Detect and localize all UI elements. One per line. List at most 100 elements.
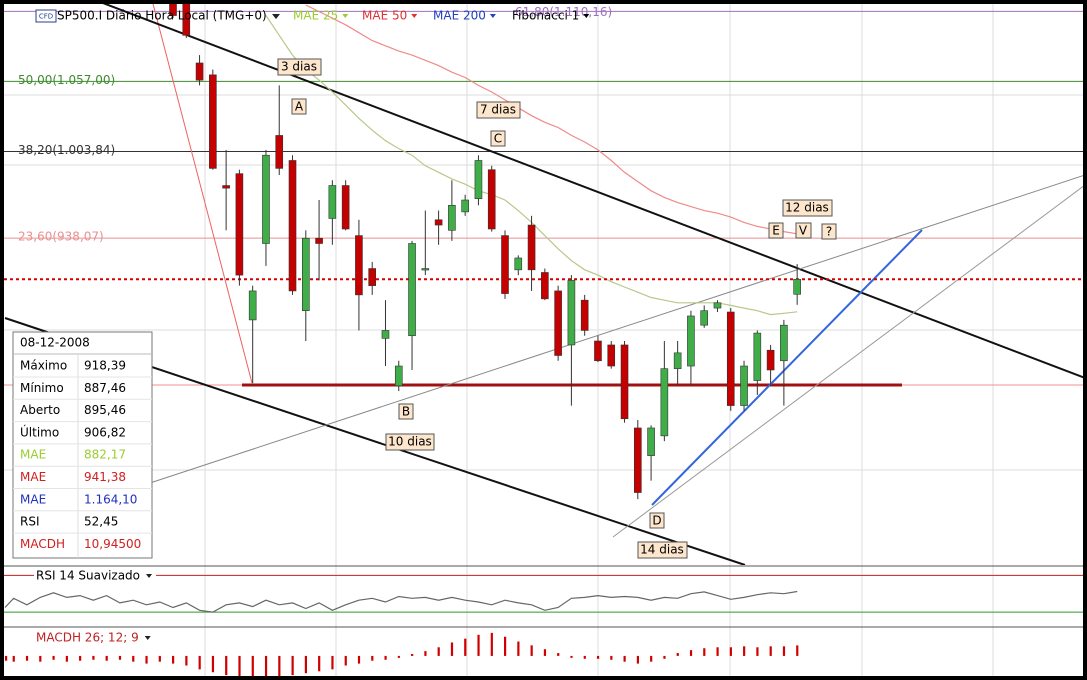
- candle-body: [527, 224, 536, 271]
- candle-body: [580, 299, 589, 331]
- panel-title[interactable]: RSI 14 Suavizado: [36, 569, 140, 583]
- macd-bar: [437, 647, 440, 656]
- annotations: 3 dias A 7 dias C 12 dias E V ? B 10 dia…: [277, 58, 837, 559]
- info-value: 895,46: [84, 403, 126, 417]
- annotation: 7 dias: [480, 103, 516, 117]
- info-value: 882,17: [84, 448, 126, 462]
- dropdown-arrow[interactable]: [342, 14, 349, 18]
- annotation-box: [385, 433, 435, 451]
- macd-bar: [52, 655, 55, 660]
- info-box: [12, 331, 153, 559]
- info-label: MACDH: [20, 537, 65, 551]
- macd-bar: [251, 655, 254, 678]
- dropdown-arrow[interactable]: [144, 636, 151, 640]
- candle-body: [607, 344, 616, 367]
- candle-body: [182, 4, 191, 36]
- info-date: 08-12-2008: [20, 336, 90, 350]
- candle-body: [421, 268, 430, 271]
- macd-bar: [530, 645, 533, 656]
- annotation: 3 dias: [281, 60, 317, 74]
- macd-bar: [424, 651, 427, 656]
- candle-body: [594, 340, 602, 362]
- macd-bar: [25, 655, 29, 661]
- candle-body: [461, 199, 469, 213]
- macd-bar: [304, 655, 307, 674]
- fib-label: 23,60(938,07): [18, 230, 104, 244]
- dropdown-arrow[interactable]: [272, 14, 280, 19]
- dropdown-arrow[interactable]: [583, 14, 590, 18]
- macd-bar: [477, 634, 480, 656]
- macd-bar: [650, 655, 653, 662]
- candle-body: [368, 268, 377, 286]
- macd-bar: [623, 655, 626, 662]
- macd-bar: [65, 655, 68, 662]
- candle-body: [408, 243, 416, 337]
- annotation: C: [494, 132, 502, 146]
- macd-bar: [769, 646, 772, 656]
- annotation: ?: [826, 225, 832, 239]
- annotation: D: [652, 514, 661, 528]
- macd-bar: [716, 647, 719, 656]
- legend-entry[interactable]: MAE 25: [293, 9, 338, 23]
- candle-body: [633, 427, 642, 493]
- info-label: MAE: [20, 470, 46, 484]
- candle-body: [726, 311, 735, 406]
- annotation: E: [772, 224, 780, 238]
- candle-body: [355, 235, 363, 296]
- info-value: 906,82: [84, 425, 126, 439]
- legend-entry[interactable]: Fibonacci 1: [512, 9, 579, 23]
- info-label: MAE: [20, 448, 46, 462]
- candle-body: [381, 330, 390, 339]
- legend-entry[interactable]: MAE 50: [362, 9, 407, 23]
- annotation-box: [795, 222, 812, 239]
- macd-bar: [264, 655, 268, 678]
- trend-line: [152, 4, 253, 384]
- candle-body: [567, 280, 576, 346]
- annotation-box: [291, 98, 307, 115]
- macd-bar: [570, 655, 573, 658]
- candle-body: [209, 74, 217, 169]
- candle-body: [740, 365, 748, 406]
- badge-text: CFD: [39, 13, 53, 21]
- candle-body: [780, 324, 788, 362]
- macd-bar: [464, 638, 467, 656]
- candle-body: [434, 219, 443, 226]
- macd-bar: [450, 642, 454, 656]
- dropdown-arrow[interactable]: [489, 14, 496, 18]
- candle-body: [620, 344, 629, 420]
- info-value: 941,38: [84, 470, 126, 484]
- candle-body: [288, 160, 297, 292]
- chart-title[interactable]: SP500.I Diário Hora Local (TMG+0): [57, 9, 267, 23]
- info-label: RSI: [20, 515, 40, 529]
- annotation: A: [295, 100, 304, 114]
- candle-body: [474, 160, 483, 199]
- macd-bar: [5, 655, 8, 661]
- info-panel: 08-12-2008 Máximo 918,39 Mínimo 887,46 Abert…: [12, 331, 153, 559]
- macd-bar: [145, 655, 148, 664]
- macd-bar: [796, 645, 799, 656]
- macd-bar: [211, 655, 215, 673]
- annotation-box: [782, 199, 833, 217]
- annotation: V: [799, 224, 808, 238]
- legend-entry[interactable]: MAE 200: [433, 9, 486, 23]
- candle-body: [700, 310, 709, 326]
- annotation: B: [402, 405, 410, 419]
- macd-bar: [636, 655, 639, 664]
- macd-bar: [663, 655, 666, 659]
- info-value: 918,39: [84, 359, 126, 373]
- dropdown-arrow[interactable]: [146, 574, 153, 578]
- annotation-box: [476, 101, 521, 119]
- dropdown-arrow[interactable]: [411, 14, 418, 18]
- candle-body: [713, 302, 722, 309]
- candle-body: [501, 235, 509, 294]
- candle-body: [766, 349, 775, 371]
- candle-body: [687, 315, 695, 367]
- macd-bar: [79, 655, 82, 661]
- annotation: 10 dias: [388, 435, 432, 449]
- candle-body: [169, 4, 177, 16]
- annotation: 14 dias: [640, 543, 684, 557]
- macd-bar: [756, 647, 759, 656]
- panel-title[interactable]: MACDH 26; 12; 9: [36, 631, 139, 645]
- macd-bar: [132, 655, 135, 662]
